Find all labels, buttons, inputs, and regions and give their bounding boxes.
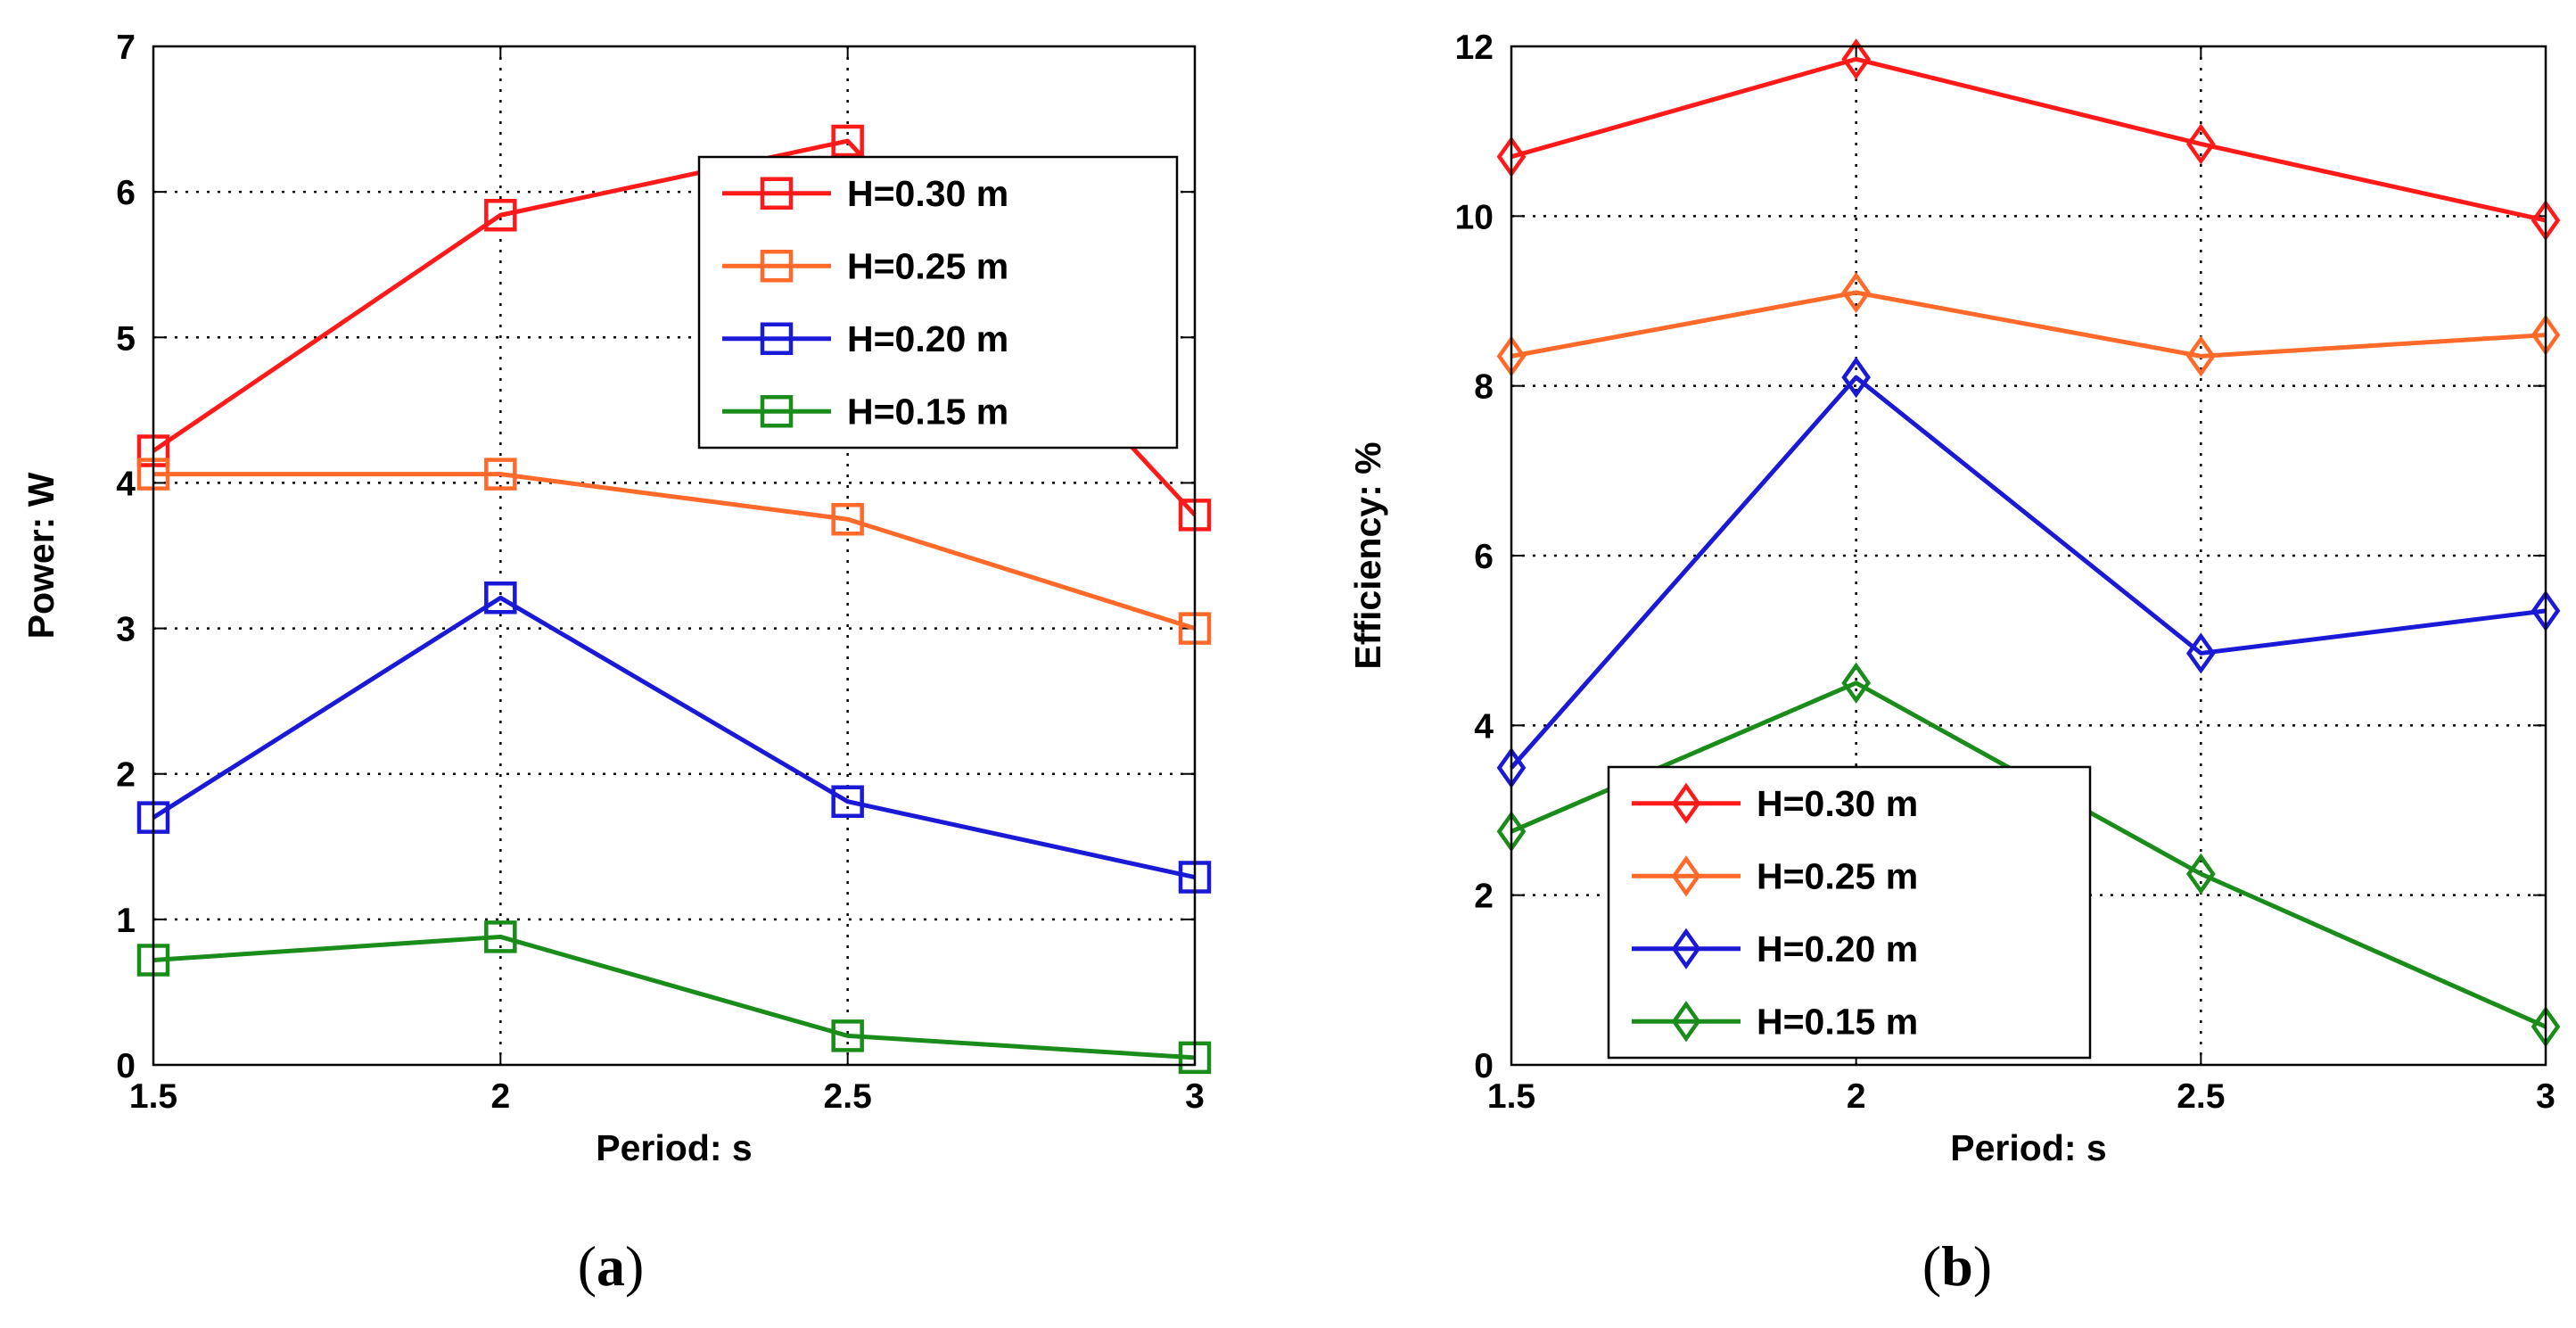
- x-axis-label: Period: s: [596, 1127, 752, 1168]
- data-point: [1178, 861, 1212, 894]
- legend-marker-0: [760, 177, 794, 210]
- legend: H=0.30 m H=0.25 m H=0.20 m H=0.15 m: [697, 155, 1179, 450]
- data-point: [1178, 499, 1212, 532]
- data-point: [1841, 38, 1872, 80]
- x-axis-label: Period: s: [1950, 1127, 2106, 1168]
- series-line-3: [152, 934, 1196, 1060]
- y-tick-label: 4: [116, 465, 136, 503]
- x-tick-label: 2.5: [2177, 1077, 2225, 1116]
- y-tick-label: 0: [1474, 1047, 1494, 1085]
- y-tick-label: 6: [116, 174, 136, 212]
- x-tick-label: 1.5: [1487, 1077, 1535, 1116]
- legend-label-2: H=0.20 m: [847, 318, 1008, 359]
- data-point: [1178, 612, 1212, 645]
- y-axis-label: Efficiency: %: [1347, 441, 1388, 669]
- y-tick-label: 6: [1474, 538, 1494, 576]
- series-line-1: [153, 472, 1196, 631]
- legend-label-0: H=0.30 m: [847, 173, 1008, 214]
- legend: H=0.30 m H=0.25 m H=0.20 m H=0.15 m: [1607, 765, 2092, 1060]
- series-line-2: [1510, 375, 2547, 770]
- y-tick-label: 2: [1474, 878, 1494, 916]
- series-line-0: [1510, 56, 2547, 223]
- data-point: [484, 920, 517, 953]
- x-tick-label: 2.5: [824, 1077, 872, 1116]
- legend-marker-2: [1671, 928, 1701, 969]
- data-point: [2185, 632, 2216, 674]
- x-tick-label: 1.5: [129, 1077, 177, 1116]
- y-axis-label: Power: W: [21, 472, 62, 639]
- data-point: [831, 502, 864, 536]
- data-point: [484, 582, 517, 615]
- y-tick-label: 12: [1455, 29, 1494, 67]
- y-tick-label: 3: [116, 611, 136, 649]
- legend-marker-1: [1671, 855, 1701, 897]
- y-tick-label: 1: [116, 902, 136, 940]
- legend-marker-1: [760, 250, 794, 283]
- legend-label-1: H=0.25 m: [1757, 855, 1918, 896]
- data-point: [831, 1019, 864, 1052]
- series-line-1: [1510, 290, 2547, 359]
- y-tick-label: 8: [1474, 368, 1494, 407]
- data-point: [2185, 335, 2216, 377]
- y-tick-label: 5: [116, 319, 136, 358]
- data-point: [1178, 1041, 1212, 1075]
- x-tick-label: 3: [2536, 1077, 2555, 1116]
- legend-label-1: H=0.25 m: [847, 245, 1008, 286]
- axes-frame: [152, 45, 1197, 1067]
- data-point: [831, 785, 864, 818]
- panel-caption: (a): [578, 1234, 645, 1298]
- legend-label-3: H=0.15 m: [847, 391, 1008, 432]
- axes-frame: [1510, 45, 2547, 1067]
- legend-marker-0: [1671, 782, 1701, 824]
- data-point: [1841, 357, 1872, 399]
- y-tick-label: 10: [1455, 198, 1494, 236]
- x-tick-label: 2: [1847, 1077, 1866, 1116]
- y-tick-label: 0: [116, 1047, 136, 1085]
- legend-label-3: H=0.15 m: [1757, 1001, 1918, 1042]
- data-point: [136, 801, 170, 834]
- data-point: [1841, 271, 1872, 314]
- data-point: [831, 124, 864, 158]
- legend-label-0: H=0.30 m: [1757, 783, 1918, 824]
- legend-marker-3: [760, 395, 794, 428]
- legend-box: [697, 155, 1179, 450]
- panel-caption: (b): [1922, 1234, 1992, 1298]
- legend-label-2: H=0.20 m: [1757, 928, 1918, 969]
- chart-panel-a: 1.5 2 2.5 3 0 1 2 3 4 5 6 7 Period: s Power: W H=0.30 …: [21, 29, 1212, 1298]
- data-point: [136, 458, 170, 491]
- data-point: [484, 458, 517, 491]
- data-point: [136, 944, 170, 977]
- data-point: [2185, 123, 2216, 165]
- legend-marker-2: [760, 322, 794, 355]
- data-point: [484, 198, 517, 232]
- data-point: [1841, 662, 1872, 704]
- y-tick-label: 7: [116, 29, 136, 67]
- x-tick-label: 3: [1185, 1077, 1205, 1116]
- chart-panel-b: 1.5 2 2.5 3 0 2 4 6 8 10 12 Period: s Efficiency: % H…: [1347, 29, 2561, 1298]
- y-tick-label: 4: [1474, 707, 1494, 746]
- series-line-2: [152, 595, 1196, 879]
- x-tick-label: 2: [490, 1077, 510, 1116]
- y-tick-label: 2: [116, 756, 136, 795]
- data-point: [2185, 853, 2216, 895]
- legend-marker-3: [1671, 1001, 1701, 1043]
